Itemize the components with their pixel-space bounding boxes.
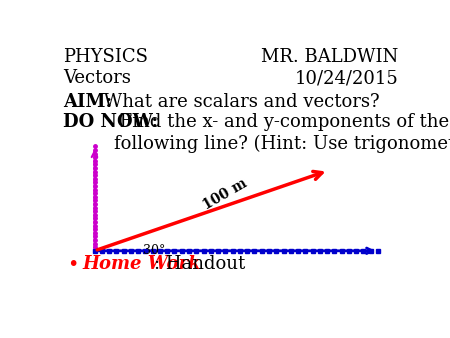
Text: : Handout: : Handout bbox=[154, 255, 245, 273]
Text: DO NOW:: DO NOW: bbox=[63, 114, 158, 131]
Text: 30°: 30° bbox=[143, 244, 166, 257]
Text: AIM:: AIM: bbox=[63, 93, 112, 111]
Text: 10/24/2015: 10/24/2015 bbox=[294, 69, 398, 87]
Text: Vectors: Vectors bbox=[63, 69, 131, 87]
Text: 100 m: 100 m bbox=[200, 176, 250, 212]
Text: PHYSICS: PHYSICS bbox=[63, 48, 148, 66]
Text: Home Work: Home Work bbox=[82, 255, 201, 273]
Text: Find the x- and y-components of the
following line? (Hint: Use trigonometric ide: Find the x- and y-components of the foll… bbox=[114, 114, 450, 152]
Text: MR. BALDWIN: MR. BALDWIN bbox=[261, 48, 398, 66]
Text: •: • bbox=[67, 255, 78, 274]
Text: What are scalars and vectors?: What are scalars and vectors? bbox=[98, 93, 380, 111]
